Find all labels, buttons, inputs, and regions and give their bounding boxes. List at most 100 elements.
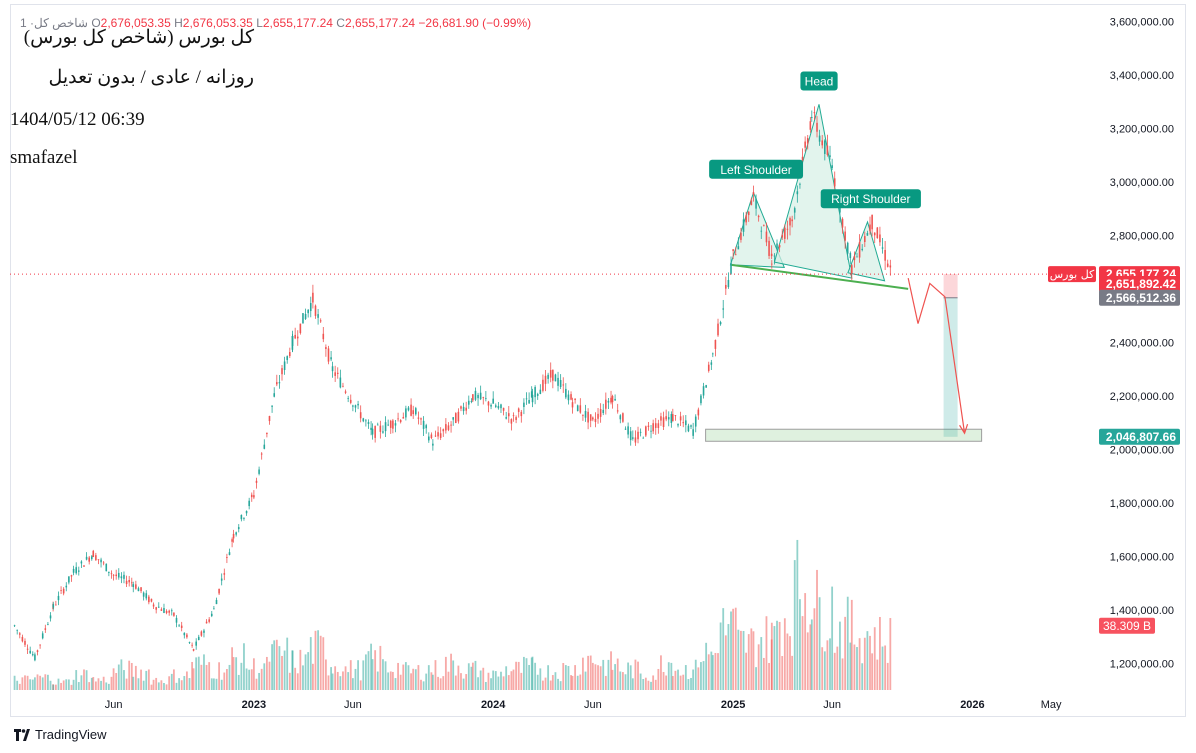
candle-body [445, 424, 447, 431]
volume-bar [637, 661, 639, 690]
volume-bar [168, 676, 171, 690]
candle-body [258, 469, 260, 474]
volume-bar [275, 639, 278, 690]
candle-body [457, 411, 460, 422]
candle-body [317, 314, 319, 318]
candle-body [100, 559, 102, 563]
price-tag-bg [1099, 428, 1180, 445]
candle-body [102, 562, 105, 564]
candle-body [271, 405, 273, 407]
volume-bar [574, 665, 577, 690]
stop-loss-zone [943, 274, 958, 298]
volume-bar [195, 657, 198, 690]
candle-body [160, 609, 163, 611]
y-tick-label: 1,800,000.00 [1110, 498, 1174, 510]
volume-bar [705, 642, 708, 690]
candle-body [142, 592, 145, 597]
volume-bar [692, 669, 695, 690]
candle-body [68, 576, 70, 583]
candle-body [624, 428, 627, 430]
candle-body [422, 420, 425, 429]
candle-body [26, 648, 29, 650]
volume-bar [117, 664, 120, 690]
volume-bar [650, 681, 652, 690]
candle-body [494, 405, 497, 407]
volume-bar [342, 671, 344, 690]
candle-body [108, 571, 110, 573]
volume-bar [863, 637, 866, 690]
candle-body [260, 453, 263, 455]
candle-body [220, 578, 223, 581]
candle-body [714, 339, 717, 349]
candle-body [470, 401, 473, 402]
candle-body [755, 198, 757, 209]
candle-body [694, 416, 697, 427]
candle-body [485, 398, 487, 399]
volume-bar [783, 618, 786, 690]
candle-body [255, 480, 258, 483]
candle-body [312, 292, 314, 303]
candle-body [325, 347, 327, 350]
volume-bar [567, 666, 570, 690]
volume-bar [175, 682, 178, 690]
candle-body [796, 191, 799, 195]
candle-body [183, 632, 186, 636]
price-tag: 2,651,892.42 [1106, 277, 1176, 291]
candle-body [110, 573, 113, 575]
candle-body [717, 323, 719, 336]
volume-bar [579, 674, 582, 690]
volume-bar [534, 662, 537, 690]
volume-bar [67, 679, 70, 690]
candle-body [16, 629, 18, 631]
volume-bar [477, 677, 479, 690]
candle-body [349, 399, 352, 403]
candle-body [115, 574, 117, 577]
tradingview-footer[interactable]: TradingView [14, 727, 107, 742]
candle-body [876, 227, 879, 239]
candle-body [336, 372, 339, 374]
volume-bar [591, 662, 594, 690]
volume-bar [354, 668, 357, 690]
volume-bar [330, 667, 332, 690]
candle-body [152, 604, 155, 607]
candle-body [784, 227, 786, 239]
volume-bar [786, 633, 789, 690]
candle-body [472, 394, 474, 401]
candle-body [387, 424, 389, 426]
candle-body [417, 417, 420, 419]
volume-bar [732, 608, 735, 690]
volume-bar [873, 627, 876, 690]
volume-bar [876, 659, 879, 690]
candle-body [365, 420, 367, 422]
volume-bar [105, 682, 108, 690]
candle-body [873, 232, 876, 236]
candle-body [52, 604, 55, 608]
candle-body [660, 416, 662, 421]
volume-bar [430, 672, 433, 690]
volume-bar [102, 676, 105, 690]
volume-bar [414, 669, 417, 690]
candle-body [302, 313, 304, 324]
candle-body [327, 348, 330, 362]
candle-body [407, 407, 410, 411]
volume-bar [719, 622, 722, 690]
candle-body [679, 416, 682, 421]
head-shoulders-pattern [729, 104, 909, 290]
candle-body [747, 211, 750, 216]
candlestick-series [13, 106, 892, 662]
volume-bar [702, 661, 705, 690]
volume-bar [801, 616, 804, 690]
volume-bar [65, 679, 68, 690]
volume-bar [379, 645, 382, 690]
candle-body [654, 423, 657, 428]
volume-bar [750, 628, 753, 690]
candle-body [420, 418, 422, 420]
candle-body [757, 215, 760, 218]
volume-bar [724, 635, 727, 690]
volume-bar [717, 653, 719, 690]
candle-body [542, 379, 544, 391]
x-tick-label: May [1041, 699, 1062, 711]
volume-bar [599, 666, 602, 690]
volume-bar [564, 665, 567, 690]
